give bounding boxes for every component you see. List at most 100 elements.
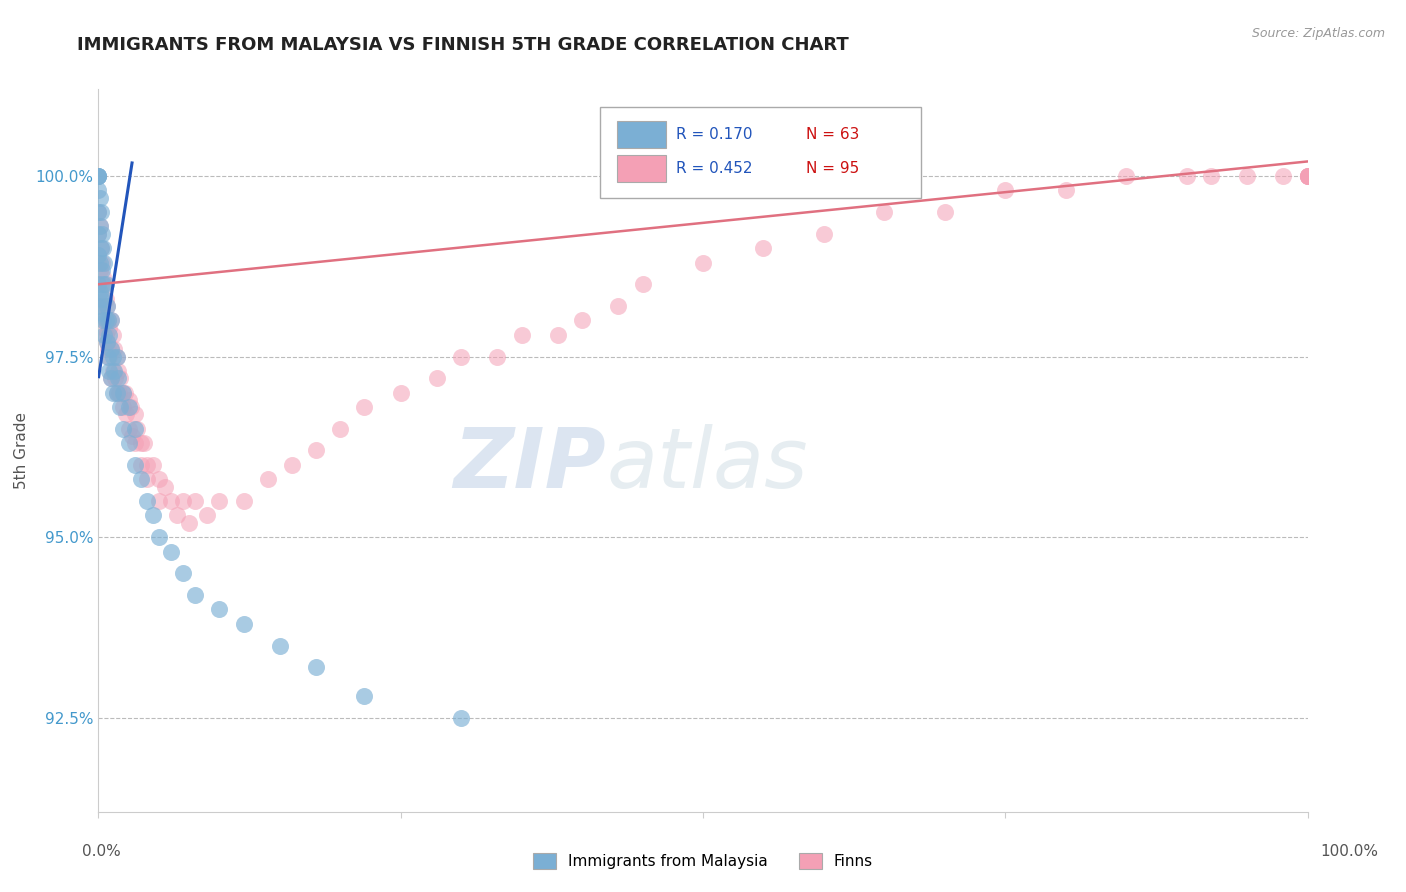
Text: N = 95: N = 95 (806, 161, 859, 177)
Point (1296, 169, 1319, 183)
Point (547, 327, 569, 342)
Point (97, 343, 120, 357)
Point (108, 371, 131, 385)
Point (98, 327, 121, 342)
Point (93, 277, 115, 292)
Point (94, 327, 117, 342)
Point (281, 458, 304, 472)
Point (305, 443, 328, 458)
Point (87, 299, 110, 313)
Point (101, 364, 124, 378)
Point (98, 350, 121, 364)
Point (105, 385, 128, 400)
Point (90, 277, 112, 292)
Point (111, 422, 134, 436)
Point (101, 385, 124, 400)
Point (129, 436, 152, 450)
Point (91, 263, 114, 277)
Point (450, 711, 472, 725)
Text: R = 0.170: R = 0.170 (676, 128, 752, 142)
Point (96, 299, 118, 313)
Point (89, 263, 111, 277)
Point (426, 371, 449, 385)
Point (1296, 169, 1319, 183)
Point (105, 385, 128, 400)
Point (89, 285, 111, 299)
Point (93, 327, 115, 342)
Point (195, 508, 218, 523)
Point (100, 343, 122, 357)
FancyBboxPatch shape (617, 121, 665, 148)
Point (142, 458, 165, 472)
Point (692, 255, 714, 269)
Point (148, 494, 170, 508)
Point (1175, 169, 1198, 183)
Text: atlas: atlas (606, 425, 808, 506)
FancyBboxPatch shape (600, 107, 921, 198)
Point (256, 472, 278, 486)
Point (87, 248, 110, 262)
Point (89, 219, 111, 234)
Point (90, 205, 112, 219)
Point (87, 277, 110, 292)
Point (1054, 183, 1077, 197)
Point (97, 313, 120, 327)
Point (87, 227, 110, 241)
Point (115, 408, 138, 422)
Point (98, 364, 121, 378)
Point (934, 205, 956, 219)
Text: 0.0%: 0.0% (82, 845, 121, 859)
Point (87, 169, 110, 183)
Point (108, 385, 131, 400)
Point (91, 313, 114, 327)
Point (91, 227, 114, 241)
Point (87, 205, 110, 219)
Point (100, 313, 122, 327)
Point (232, 494, 254, 508)
Point (142, 508, 165, 523)
Point (101, 350, 124, 364)
Point (118, 392, 141, 407)
Point (148, 472, 170, 486)
Point (329, 422, 352, 436)
Point (166, 508, 188, 523)
Point (94, 313, 117, 327)
Point (127, 422, 149, 436)
Point (89, 191, 111, 205)
Point (100, 343, 122, 357)
Point (353, 689, 375, 703)
Text: R = 0.452: R = 0.452 (676, 161, 752, 177)
Legend: Immigrants from Malaysia, Finns: Immigrants from Malaysia, Finns (527, 847, 879, 875)
Point (172, 494, 194, 508)
Point (124, 436, 146, 450)
Point (87, 255, 110, 269)
Point (1115, 169, 1137, 183)
Point (135, 472, 157, 486)
Point (87, 169, 110, 183)
Point (873, 205, 896, 219)
Point (184, 494, 207, 508)
Point (118, 436, 141, 450)
Point (124, 408, 146, 422)
Point (89, 255, 111, 269)
Point (87, 183, 110, 197)
Point (105, 350, 128, 364)
Point (571, 313, 593, 327)
Point (96, 335, 118, 350)
Point (87, 169, 110, 183)
Point (111, 385, 134, 400)
Point (107, 371, 129, 385)
Point (93, 320, 115, 334)
Point (148, 530, 170, 544)
Point (96, 335, 118, 350)
Point (208, 602, 231, 616)
Point (1272, 169, 1295, 183)
Point (208, 494, 231, 508)
Point (179, 516, 201, 530)
Point (121, 429, 143, 443)
Point (90, 241, 112, 255)
Point (160, 494, 183, 508)
Point (124, 458, 146, 472)
Point (607, 299, 630, 313)
Point (1236, 169, 1258, 183)
